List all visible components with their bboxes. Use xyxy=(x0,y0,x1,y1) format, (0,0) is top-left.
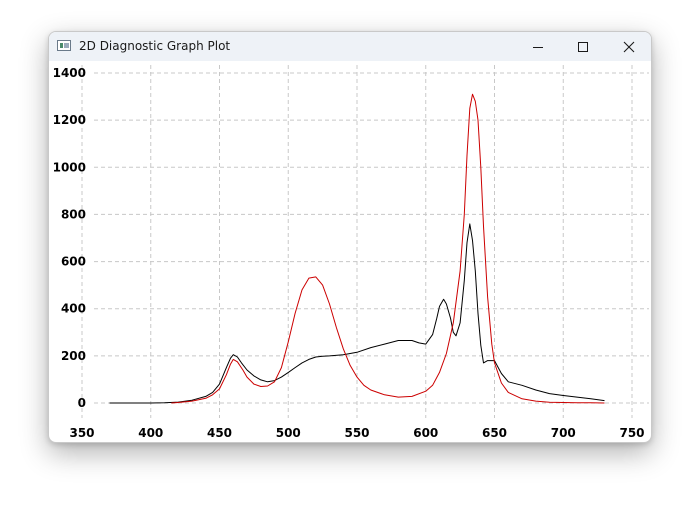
x-tick-label: 700 xyxy=(551,426,576,440)
minimize-button[interactable] xyxy=(515,32,561,61)
series-line-black xyxy=(109,223,605,404)
y-tick-label: 400 xyxy=(61,302,86,316)
grid xyxy=(81,65,649,418)
x-tick-label: 550 xyxy=(344,426,369,440)
line-chart: 350 400 450 500 550 600 650 700 750 0 200 400 600 800… xyxy=(53,65,649,440)
x-tick-label: 350 xyxy=(69,426,94,440)
maximize-icon xyxy=(578,41,588,52)
y-tick-label: 1400 xyxy=(53,66,86,80)
series-lines xyxy=(109,93,605,404)
minimize-icon xyxy=(533,46,543,48)
y-tick-label: 600 xyxy=(61,255,86,269)
series-line-red xyxy=(171,93,605,404)
app-window-icon xyxy=(57,40,71,51)
close-button[interactable] xyxy=(606,32,651,61)
x-tick-label: 650 xyxy=(482,426,507,440)
close-icon xyxy=(623,41,635,52)
x-tick-label: 600 xyxy=(413,426,438,440)
y-tick-label: 800 xyxy=(61,207,86,221)
x-tick-label: 400 xyxy=(138,426,163,440)
maximize-button[interactable] xyxy=(560,32,606,61)
plot-area: 350 400 450 500 550 600 650 700 750 0 200 400 600 800… xyxy=(49,61,651,442)
x-tick-label: 450 xyxy=(207,426,232,440)
title-bar[interactable]: 2D Diagnostic Graph Plot xyxy=(49,32,651,61)
window-title: 2D Diagnostic Graph Plot xyxy=(79,39,231,53)
y-tick-label: 0 xyxy=(78,396,86,410)
x-tick-label: 500 xyxy=(276,426,301,440)
y-tick-label: 1000 xyxy=(53,160,86,174)
graph-window: 2D Diagnostic Graph Plot 350 400 450 500 550… xyxy=(48,31,652,443)
y-tick-label: 200 xyxy=(61,349,86,363)
y-tick-label: 1200 xyxy=(53,113,86,127)
x-tick-label: 750 xyxy=(619,426,644,440)
tick-labels: 350 400 450 500 550 600 650 700 750 0 200 400 600 800… xyxy=(53,66,645,440)
